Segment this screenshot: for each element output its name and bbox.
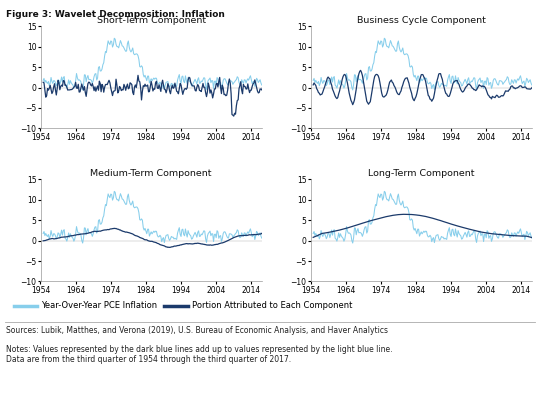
Text: Sources: Lubik, Matthes, and Verona (2019), U.S. Bureau of Economic Analysis, an: Sources: Lubik, Matthes, and Verona (201… bbox=[6, 326, 388, 335]
Text: Figure 3: Wavelet Decomposition: Inflation: Figure 3: Wavelet Decomposition: Inflati… bbox=[6, 10, 225, 19]
Title: Long-Term Component: Long-Term Component bbox=[368, 169, 475, 178]
Legend: Year-Over-Year PCE Inflation, Portion Attributed to Each Component: Year-Over-Year PCE Inflation, Portion At… bbox=[11, 298, 355, 314]
Title: Medium-Term Component: Medium-Term Component bbox=[90, 169, 212, 178]
Title: Business Cycle Component: Business Cycle Component bbox=[357, 16, 485, 25]
Text: Notes: Values represented by the dark blue lines add up to values represented by: Notes: Values represented by the dark bl… bbox=[6, 345, 393, 364]
Title: Short-Term Component: Short-Term Component bbox=[97, 16, 206, 25]
